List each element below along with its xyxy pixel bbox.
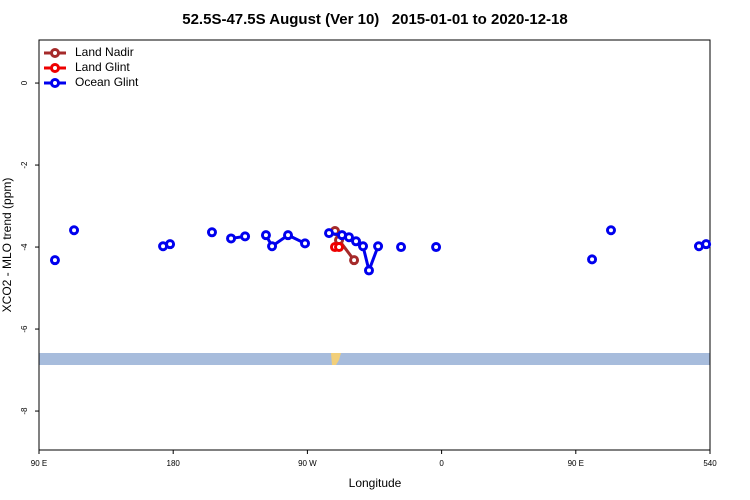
land-patch — [331, 353, 341, 365]
point — [300, 238, 311, 249]
y-tick-label: -6 — [20, 325, 29, 333]
x-tick-label: 90 E — [568, 459, 584, 468]
legend-marker — [50, 48, 60, 58]
point — [605, 225, 616, 236]
point — [283, 230, 294, 241]
point — [267, 241, 278, 252]
chart-title: 52.5S-47.5S August (Ver 10) 2015-01-01 t… — [182, 11, 567, 28]
x-axis-label: Longitude — [349, 476, 402, 490]
point — [351, 236, 362, 247]
y-axis-label: XCO2 - MLO trend (ppm) — [0, 178, 14, 313]
point — [260, 230, 271, 241]
legend-label: Ocean Glint — [75, 75, 139, 89]
x-tick-label: 90 E — [31, 459, 47, 468]
y-tick-label: -4 — [20, 243, 29, 251]
legend-marker — [50, 78, 60, 88]
point — [324, 228, 335, 239]
map-band — [39, 353, 710, 365]
point — [587, 254, 598, 265]
point — [344, 232, 355, 243]
point — [165, 239, 176, 250]
point — [49, 255, 60, 266]
legend-label: Land Nadir — [75, 45, 134, 59]
point — [431, 242, 442, 253]
point — [349, 255, 360, 266]
point — [363, 265, 374, 276]
x-tick-label: 180 — [167, 459, 181, 468]
point — [240, 231, 251, 242]
point — [334, 242, 345, 253]
point — [701, 239, 712, 250]
y-tick-label: -8 — [20, 407, 29, 415]
legend-marker — [50, 63, 60, 73]
point — [358, 241, 369, 252]
point — [226, 233, 237, 244]
x-tick-label: 90 W — [298, 459, 317, 468]
x-tick-label: 0 — [439, 459, 444, 468]
y-tick-label: 0 — [20, 80, 29, 85]
point — [396, 242, 407, 253]
x-tick-label: 540 — [703, 459, 717, 468]
point — [206, 227, 217, 238]
point — [69, 225, 80, 236]
y-tick-label: -2 — [20, 161, 29, 169]
point — [373, 241, 384, 252]
legend-label: Land Glint — [75, 60, 130, 74]
